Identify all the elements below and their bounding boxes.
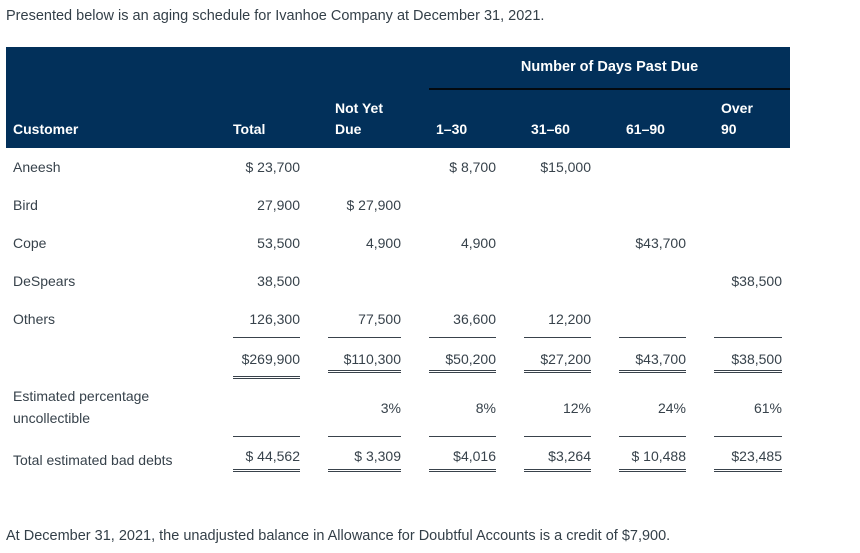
over-90-bad-debts-cell: $23,485 xyxy=(714,437,782,483)
days-1-30-cell: $ 8,700 xyxy=(449,159,496,175)
over-90-total: $38,500 xyxy=(714,351,782,379)
table-row-despears: DeSpears 38,500 $38,500 xyxy=(6,262,790,300)
days-31-60-pct-cell: 12% xyxy=(524,379,591,437)
not-yet-due-total: $110,300 xyxy=(328,351,401,379)
days-61-90-pct-cell: 24% xyxy=(619,379,686,437)
totals-row-spacer xyxy=(13,351,205,379)
total-bad-debts-cell: $ 44,562 xyxy=(233,437,300,483)
days-1-30-total: $50,200 xyxy=(429,351,496,379)
footnote-text: At December 31, 2021, the unadjusted bal… xyxy=(6,528,671,544)
total-cell: $ 23,700 xyxy=(245,159,301,175)
estimated-percentage-row: Estimated percentage uncollectible 3% 8%… xyxy=(6,379,790,437)
estimated-percentage-label: Estimated percentage uncollectible xyxy=(13,388,150,426)
table-header: Number of Days Past Due Customer Total N… xyxy=(6,47,790,148)
days-1-30-pct-cell: 8% xyxy=(429,379,496,437)
total-column-total: $269,900 xyxy=(233,351,300,379)
total-pct-cell xyxy=(233,379,300,437)
customer-name: Aneesh xyxy=(13,159,61,175)
double-rule xyxy=(714,370,782,373)
double-rule xyxy=(328,370,401,373)
table-row-bird: Bird 27,900 $ 27,900 xyxy=(6,186,790,224)
days-1-30-cell: 36,600 xyxy=(429,300,496,338)
aging-schedule-table: Number of Days Past Due Customer Total N… xyxy=(6,47,790,483)
col-header-31-60: 31–60 xyxy=(531,120,570,137)
double-rule xyxy=(328,469,401,472)
table-row-cope: Cope 53,500 4,900 4,900 $43,700 xyxy=(6,224,790,262)
days-1-30-cell: 4,900 xyxy=(460,235,496,251)
double-rule xyxy=(429,370,496,373)
days-past-due-group-header: Number of Days Past Due xyxy=(520,59,699,75)
double-rule xyxy=(233,376,300,379)
total-cell: 38,500 xyxy=(257,273,300,289)
days-31-60-total: $27,200 xyxy=(524,351,591,379)
table-row-others: Others 126,300 77,500 36,600 12,200 xyxy=(6,300,790,338)
double-rule xyxy=(524,370,591,373)
col-header-over-90: Over 90 xyxy=(721,100,753,137)
double-rule xyxy=(233,469,300,472)
over-90-pct-cell: 61% xyxy=(714,379,782,437)
total-bad-debts-row: Total estimated bad debts $ 44,562 $ 3,3… xyxy=(6,437,790,483)
not-yet-due-bad-debts-cell: $ 3,309 xyxy=(328,437,401,483)
double-rule xyxy=(619,370,686,373)
days-31-60-bad-debts-cell: $3,264 xyxy=(524,437,591,483)
column-header-row: Customer Total Not Yet Due 1–30 31–60 61… xyxy=(6,98,790,139)
customer-name: Others xyxy=(13,311,56,327)
not-yet-due-cell: $ 27,900 xyxy=(346,197,402,213)
total-cell: 27,900 xyxy=(257,197,300,213)
col-header-61-90: 61–90 xyxy=(626,120,665,137)
customer-name: DeSpears xyxy=(13,273,76,289)
col-header-1-30: 1–30 xyxy=(436,120,468,137)
customer-name: Bird xyxy=(13,197,38,213)
total-cell: 126,300 xyxy=(233,300,300,338)
col-header-customer: Customer xyxy=(13,120,79,137)
days-31-60-cell: 12,200 xyxy=(524,300,591,338)
not-yet-due-pct-cell: 3% xyxy=(328,379,401,437)
double-rule xyxy=(714,469,782,472)
not-yet-due-cell: 4,900 xyxy=(365,235,401,251)
customer-name: Cope xyxy=(13,235,47,251)
double-rule xyxy=(524,469,591,472)
not-yet-due-cell: 77,500 xyxy=(328,300,401,338)
over-90-cell: $38,500 xyxy=(731,273,782,289)
table-row-aneesh: Aneesh $ 23,700 $ 8,700 $15,000 xyxy=(6,148,790,186)
total-bad-debts-label: Total estimated bad debts xyxy=(13,452,173,468)
col-header-total: Total xyxy=(233,120,266,137)
col-header-not-yet-due: Not Yet Due xyxy=(335,100,383,137)
over-90-cell xyxy=(714,300,782,338)
days-61-90-bad-debts-cell: $ 10,488 xyxy=(619,437,686,483)
days-31-60-cell: $15,000 xyxy=(540,159,591,175)
intro-text: Presented below is an aging schedule for… xyxy=(6,8,545,24)
days-61-90-cell xyxy=(619,300,686,338)
days-61-90-total: $43,700 xyxy=(619,351,686,379)
group-header-rule xyxy=(429,88,790,90)
days-1-30-bad-debts-cell: $4,016 xyxy=(429,437,496,483)
double-rule xyxy=(429,469,496,472)
double-rule xyxy=(619,469,686,472)
column-totals-row: $269,900 $110,300 $50,200 $27,200 $43,70… xyxy=(6,338,790,379)
days-61-90-cell: $43,700 xyxy=(635,235,686,251)
total-cell: 53,500 xyxy=(257,235,300,251)
